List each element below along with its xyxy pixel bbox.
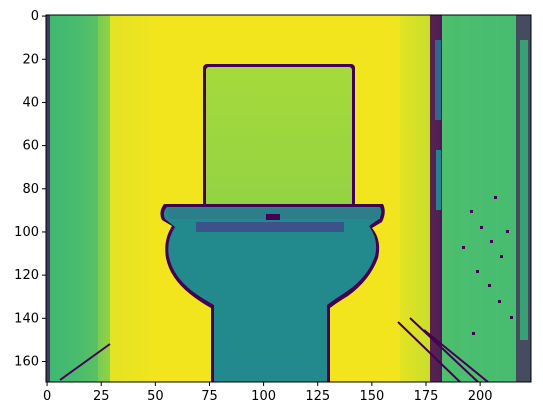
lower-left-streak xyxy=(59,343,111,381)
y-tick-label: 60 xyxy=(22,139,39,154)
x-tick-label: 175 xyxy=(414,389,439,404)
x-tick-label: 25 xyxy=(93,389,110,404)
heatmap-image xyxy=(46,15,531,382)
bowl-body xyxy=(163,207,382,382)
right-clutter-c xyxy=(436,150,441,210)
right-clutter-b xyxy=(435,40,441,120)
y-tick-label: 80 xyxy=(22,182,39,197)
y-tick-label: 160 xyxy=(14,354,39,369)
x-tick-label: 75 xyxy=(201,389,218,404)
axes-frame xyxy=(45,14,532,383)
x-tick-label: 100 xyxy=(251,389,276,404)
y-tick-label: 40 xyxy=(22,95,39,110)
y-tick-label: 20 xyxy=(22,52,39,67)
tank-body xyxy=(206,67,352,207)
x-tick-label: 200 xyxy=(468,389,493,404)
x-tick-label: 150 xyxy=(359,389,384,404)
right-noise xyxy=(462,196,513,335)
x-tick-label: 0 xyxy=(43,389,51,404)
y-tick-label: 100 xyxy=(14,225,39,240)
y-tick-label: 0 xyxy=(31,9,39,24)
seat-hinge xyxy=(266,214,280,220)
left-edge-dark xyxy=(46,15,50,382)
y-axis: 0 20 40 60 80 100 120 140 160 xyxy=(14,9,46,369)
left-wall-band xyxy=(46,15,98,382)
seat-lip xyxy=(196,222,344,232)
right-wall-band xyxy=(440,15,530,382)
seat-band xyxy=(168,208,380,219)
y-tick-label: 140 xyxy=(14,311,39,326)
x-tick-label: 50 xyxy=(147,389,164,404)
lower-right-streaks xyxy=(397,317,489,382)
x-axis: 0 25 50 75 100 125 150 175 200 xyxy=(43,382,493,404)
x-tick-label: 125 xyxy=(305,389,330,404)
right-edge-green xyxy=(520,40,528,340)
y-tick-label: 120 xyxy=(14,268,39,283)
